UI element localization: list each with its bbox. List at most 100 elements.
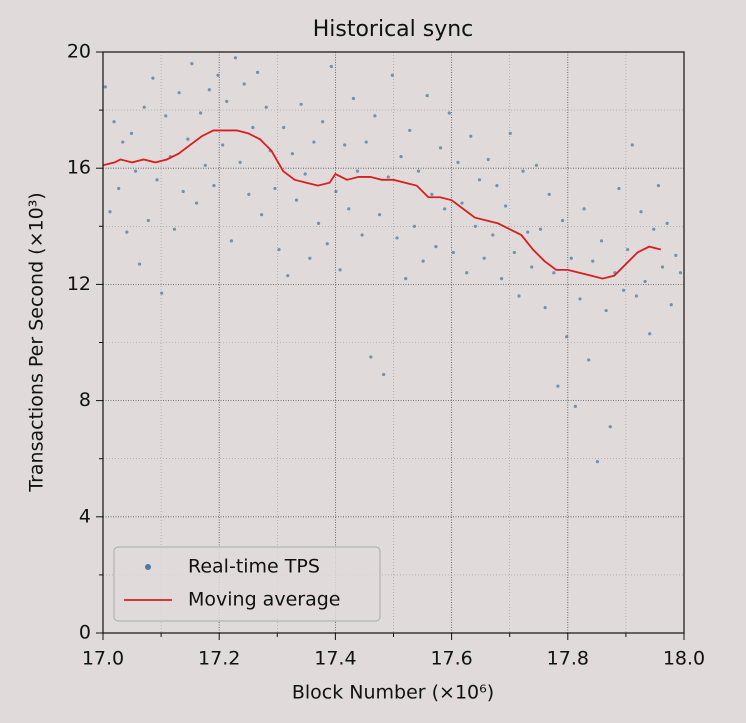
scatter-point	[355, 169, 360, 173]
scatter-point	[538, 227, 543, 231]
scatter-point	[504, 204, 508, 208]
scatter-point	[495, 184, 499, 188]
scatter-point	[591, 259, 595, 263]
scatter-point	[595, 460, 600, 464]
scatter-point	[669, 303, 673, 307]
scatter-point	[460, 201, 464, 205]
scatter-point	[447, 111, 451, 115]
scatter-point	[547, 192, 551, 196]
scatter-point	[674, 253, 678, 257]
legend-box	[113, 546, 381, 622]
scatter-point	[534, 163, 539, 167]
legend-label: Moving average	[188, 589, 340, 611]
x-tick-label: 17.6	[430, 648, 472, 670]
scatter-point	[207, 88, 211, 92]
y-tick-label: 20	[67, 41, 91, 63]
scatter-point	[238, 160, 242, 164]
x-tick-label: 18.0	[663, 648, 705, 670]
scatter-point	[556, 384, 560, 388]
scatter-point	[639, 210, 643, 214]
scatter-point	[395, 236, 399, 240]
scatter-point	[526, 230, 530, 234]
scatter-point	[421, 259, 425, 263]
scatter-point	[530, 265, 534, 269]
scatter-point	[264, 105, 268, 109]
y-tick-label: 16	[67, 157, 91, 179]
scatter-point	[164, 114, 168, 118]
scatter-point	[648, 332, 652, 336]
scatter-point	[172, 227, 177, 231]
y-tick-label: 4	[79, 505, 91, 527]
scatter-point	[221, 143, 225, 147]
scatter-point	[565, 335, 569, 339]
legend-label: Real-time TPS	[188, 556, 320, 578]
scatter-point	[630, 143, 634, 147]
scatter-point	[560, 218, 565, 223]
scatter-point	[582, 207, 586, 211]
scatter-point	[626, 247, 630, 252]
y-tick-label: 0	[79, 622, 91, 644]
scatter-point	[660, 265, 665, 269]
scatter-point	[386, 175, 390, 179]
scatter-point	[643, 279, 647, 284]
scatter-point	[587, 358, 591, 362]
scatter-point	[160, 291, 164, 295]
scatter-point	[621, 288, 626, 292]
scatter-point	[299, 102, 303, 106]
scatter-point	[129, 131, 134, 135]
scatter-point	[382, 372, 386, 377]
scatter-point	[181, 189, 185, 194]
scatter-point	[312, 140, 316, 144]
x-tick-label: 17.4	[314, 648, 356, 670]
y-tick-label: 8	[79, 389, 91, 411]
scatter-point	[364, 140, 368, 144]
scatter-point	[434, 245, 438, 249]
scatter-point	[151, 76, 155, 80]
scatter-point	[656, 184, 661, 188]
legend-marker	[145, 564, 151, 570]
scatter-point	[343, 143, 347, 147]
scatter-point	[334, 189, 338, 194]
scatter-point	[255, 70, 260, 74]
scatter-point	[425, 93, 429, 98]
scatter-point	[190, 62, 194, 66]
scatter-point	[486, 157, 490, 162]
scatter-point	[578, 297, 582, 301]
scatter-point	[482, 256, 486, 260]
scatter-point	[186, 137, 190, 141]
scatter-point	[277, 247, 281, 252]
scatter-point	[117, 186, 121, 191]
scatter-point	[499, 276, 504, 281]
scatter-point	[108, 210, 112, 214]
scatter-point	[512, 250, 516, 255]
scatter-point	[225, 99, 229, 103]
scatter-point	[133, 169, 138, 173]
scatter-point	[377, 213, 382, 217]
scatter-point	[508, 131, 512, 135]
scatter-point	[251, 125, 255, 130]
scatter-point	[521, 169, 525, 173]
scatter-point	[634, 294, 638, 298]
scatter-point	[404, 276, 408, 281]
scatter-point	[678, 271, 683, 275]
scatter-point	[290, 152, 295, 156]
scatter-point	[430, 192, 434, 196]
scatter-point	[552, 271, 556, 275]
scatter-point	[229, 239, 234, 243]
scatter-point	[451, 250, 455, 255]
scatter-point	[469, 134, 473, 138]
scatter-point	[369, 355, 373, 359]
scatter-point	[247, 192, 251, 196]
y-tick-label: 12	[67, 273, 91, 295]
scatter-point	[608, 425, 612, 429]
scatter-point	[665, 221, 669, 225]
scatter-point	[303, 172, 307, 176]
scatter-point	[308, 256, 312, 260]
x-tick-label: 17.2	[198, 648, 240, 670]
scatter-point	[473, 224, 478, 228]
scatter-point	[316, 221, 321, 225]
scatter-point	[599, 239, 604, 243]
scatter-point	[194, 201, 199, 205]
scatter-point	[142, 105, 146, 109]
scatter-point	[456, 160, 460, 164]
